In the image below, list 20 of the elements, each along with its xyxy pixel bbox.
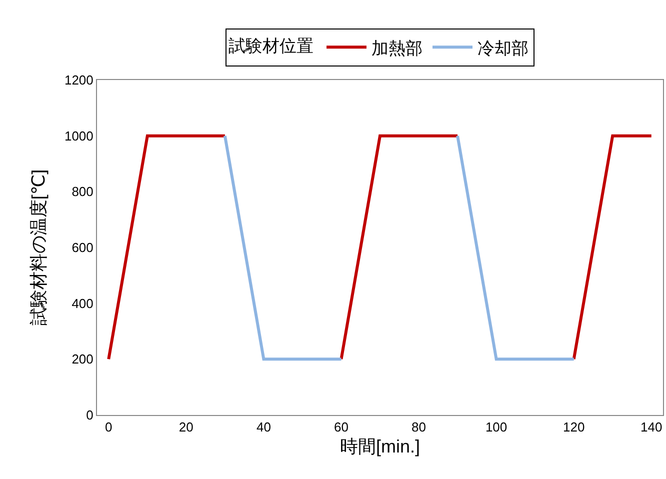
y-tick-label: 1200 (64, 72, 94, 88)
x-tick-label: 20 (178, 420, 194, 435)
x-tick-label: 100 (485, 420, 508, 435)
y-tick-label: 0 (86, 408, 94, 423)
y-tick-label: 1000 (64, 128, 94, 144)
x-tick-label: 80 (412, 420, 426, 435)
legend-label: 加熱部 (372, 38, 422, 58)
x-axis-title: 時間[min.] (340, 436, 420, 457)
y-tick-label: 600 (72, 240, 94, 256)
y-tick-label: 200 (72, 352, 94, 367)
y-tick-label: 800 (72, 184, 94, 200)
x-tick-label: 60 (334, 420, 348, 435)
x-tick-label: 0 (105, 420, 112, 435)
x-tick-label: 120 (562, 420, 585, 435)
y-tick-label: 400 (72, 296, 94, 311)
y-axis-title: 試験材料の温度[℃] (28, 169, 49, 326)
x-tick-label: 40 (256, 420, 271, 435)
legend-title: 試験材位置 (228, 36, 314, 56)
legend-label: 冷却部 (478, 38, 528, 58)
x-tick-label: 140 (640, 420, 662, 435)
